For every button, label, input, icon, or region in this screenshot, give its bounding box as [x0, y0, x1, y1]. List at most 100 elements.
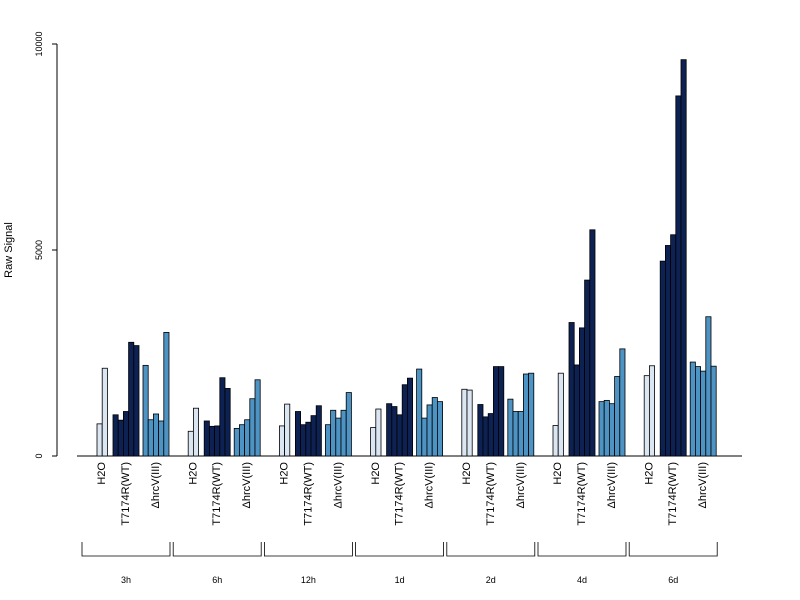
condition-label: H2O — [187, 462, 199, 485]
y-tick-label: 5000 — [34, 240, 44, 260]
condition-label: T7174R(WT) — [667, 462, 679, 526]
bar — [133, 345, 140, 457]
bar — [375, 408, 382, 457]
bar — [568, 322, 575, 457]
bar — [431, 397, 438, 457]
bar — [603, 399, 610, 457]
bar — [284, 403, 291, 457]
condition-label: T7174R(WT) — [120, 462, 132, 526]
bar — [249, 398, 256, 457]
bar — [689, 361, 696, 457]
bar — [421, 417, 428, 457]
bar — [416, 368, 423, 457]
bar — [512, 411, 519, 457]
bar — [123, 411, 130, 457]
bar — [310, 415, 317, 457]
y-tick-label: 10000 — [34, 31, 44, 56]
bar — [391, 406, 398, 457]
timepoint-label: 3h — [121, 575, 131, 585]
condition-label: T7174R(WT) — [485, 462, 497, 526]
bar — [406, 377, 413, 457]
bar — [294, 411, 301, 457]
y-axis: 0 5000 10000 — [34, 31, 58, 459]
timepoint-bracket — [172, 542, 262, 557]
bar — [370, 427, 377, 457]
bar — [552, 425, 559, 457]
timepoint-label: 4d — [577, 575, 587, 585]
timepoint-bracket — [264, 542, 353, 557]
bar — [187, 430, 194, 457]
bar — [208, 425, 215, 457]
bar — [163, 331, 170, 457]
bar — [101, 367, 108, 457]
bar — [254, 379, 261, 457]
bar — [158, 420, 165, 457]
condition-label: ΔhrcV(III) — [332, 462, 344, 508]
bar — [335, 417, 342, 457]
condition-label: ΔhrcV(III) — [606, 462, 618, 508]
condition-label: ΔhrcV(III) — [697, 462, 709, 508]
bar — [147, 419, 154, 457]
bar — [219, 377, 226, 457]
timepoint-label: 6h — [212, 575, 222, 585]
bar — [112, 414, 119, 457]
bar — [507, 398, 514, 457]
timepoint-bracket — [446, 542, 536, 557]
bar — [487, 413, 494, 457]
bar — [214, 425, 221, 457]
bar — [466, 389, 473, 457]
bar — [614, 376, 621, 457]
condition-label: H2O — [96, 462, 108, 485]
timepoint-label: 2d — [486, 575, 496, 585]
bar — [436, 401, 443, 457]
bar — [238, 424, 245, 457]
bar — [244, 419, 251, 457]
timepoint-label: 1d — [395, 575, 405, 585]
bar — [680, 59, 687, 457]
condition-label: ΔhrcV(III) — [150, 462, 162, 508]
bar — [643, 375, 650, 457]
bar — [649, 365, 656, 457]
timepoint-bracket — [355, 542, 444, 557]
bar — [498, 366, 505, 457]
bar — [573, 364, 580, 457]
bar — [492, 366, 499, 457]
bar — [710, 365, 717, 457]
bar — [224, 388, 231, 457]
bar — [665, 245, 672, 457]
bar — [340, 409, 347, 457]
condition-label: ΔhrcV(III) — [424, 462, 436, 508]
bar — [324, 424, 331, 457]
bar — [345, 392, 352, 457]
bar — [192, 407, 199, 457]
timepoint-bracket — [628, 542, 718, 557]
timepoint-bracket — [81, 542, 171, 557]
bar — [695, 366, 702, 457]
condition-label: T7174R(WT) — [394, 462, 406, 526]
timepoint-label: 6d — [668, 575, 678, 585]
condition-label: ΔhrcV(III) — [241, 462, 253, 508]
bar — [96, 423, 103, 457]
bar — [523, 373, 530, 457]
bar — [305, 421, 312, 457]
bar — [330, 409, 337, 457]
bar — [278, 425, 285, 457]
bar — [705, 316, 712, 457]
bar — [128, 341, 135, 457]
y-axis-title: Raw Signal — [3, 222, 15, 278]
condition-label: H2O — [461, 462, 473, 485]
bar — [315, 405, 322, 457]
condition-label: H2O — [552, 462, 564, 485]
timepoint-label: 12h — [301, 575, 316, 585]
bars-layer — [96, 59, 717, 457]
condition-label: T7174R(WT) — [211, 462, 223, 526]
bar — [386, 403, 393, 457]
condition-label: H2O — [643, 462, 655, 485]
bar — [675, 95, 682, 457]
bar — [557, 372, 564, 457]
condition-label: H2O — [279, 462, 291, 485]
bar — [401, 384, 408, 457]
bar — [300, 424, 307, 457]
bar — [659, 260, 666, 457]
